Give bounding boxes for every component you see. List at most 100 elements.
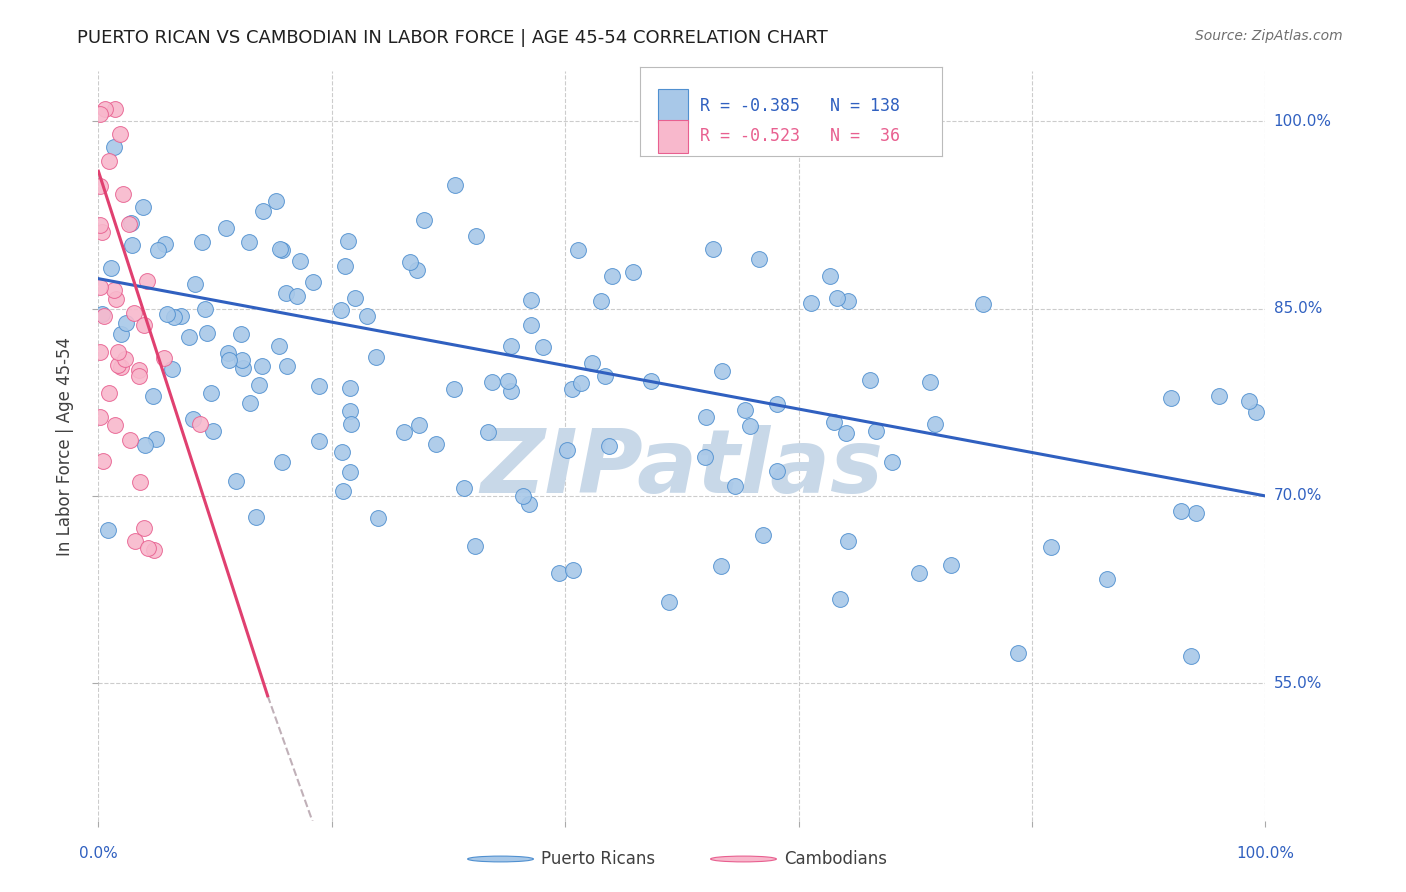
Point [837,590,859,604]
Point [111,186,134,201]
Point [356,349,378,363]
Point [308,222,330,236]
Point [89,219,111,233]
Point [179,310,201,325]
Point [217,155,239,169]
Point [408,518,430,533]
Point [477,435,499,450]
Point [499,425,522,440]
Point [835,453,858,467]
Point [1170,538,1192,552]
Point [329,360,352,375]
Text: R = -0.385   N = 138: R = -0.385 N = 138 [700,97,900,115]
Point [308,252,330,266]
Point [567,235,589,249]
Point [103,283,125,297]
Point [89,107,111,121]
Point [156,209,179,223]
Point [972,311,994,326]
Point [939,495,962,509]
Point [1007,359,1029,374]
Point [520,188,543,202]
Point [392,302,415,317]
Point [818,555,841,569]
Text: 55.0%: 55.0% [1274,676,1322,690]
Point [285,227,308,242]
Point [155,366,177,380]
Point [882,550,904,565]
Point [100,394,122,409]
Point [98,385,121,400]
Point [344,406,367,420]
Point [136,541,159,555]
Point [170,422,193,436]
Point [598,398,620,412]
Point [93,102,115,116]
Point [90,226,112,240]
Point [145,508,167,522]
Point [194,396,217,410]
Point [108,127,131,141]
Point [232,536,254,550]
Point [89,345,111,359]
Point [501,371,523,385]
Text: 85.0%: 85.0% [1274,301,1322,316]
Point [267,463,290,477]
Point [238,282,260,296]
Point [413,362,436,376]
Point [118,218,141,232]
Point [562,496,585,510]
Point [274,516,297,531]
Point [512,257,534,271]
Point [121,322,143,336]
Point [336,271,359,285]
Point [548,438,571,452]
Point [132,521,155,535]
Point [302,205,325,219]
Point [569,390,592,404]
Point [218,422,240,436]
Point [444,346,467,360]
Point [225,196,247,211]
Point [333,348,356,362]
Point [658,270,681,285]
Point [98,153,121,168]
Point [114,352,136,367]
Point [288,458,311,473]
Point [184,334,207,349]
Point [202,298,225,312]
Point [695,387,717,401]
Point [600,315,623,329]
Text: 0.0%: 0.0% [79,846,118,861]
Point [89,280,111,294]
Point [264,358,287,372]
Point [859,298,882,312]
Point [367,325,389,339]
Point [1208,565,1230,579]
Text: Puerto Ricans: Puerto Ricans [541,850,655,868]
Point [595,331,617,345]
Point [200,488,222,502]
Point [823,326,845,341]
Bar [658,89,688,123]
Point [143,543,166,558]
Point [825,457,848,471]
Point [621,524,644,538]
Point [128,368,150,383]
Point [89,178,111,193]
Bar [658,120,688,153]
Point [90,270,112,285]
Point [152,351,174,366]
Point [561,362,583,376]
Point [128,362,150,376]
Point [908,329,931,343]
Point [464,331,486,345]
Point [1180,518,1202,533]
Point [107,358,129,372]
Y-axis label: In Labor Force | Age 45-54: In Labor Force | Age 45-54 [56,336,75,556]
Point [1237,371,1260,385]
Point [148,308,170,322]
Point [114,250,136,264]
Point [1097,512,1119,526]
Point [837,335,859,350]
